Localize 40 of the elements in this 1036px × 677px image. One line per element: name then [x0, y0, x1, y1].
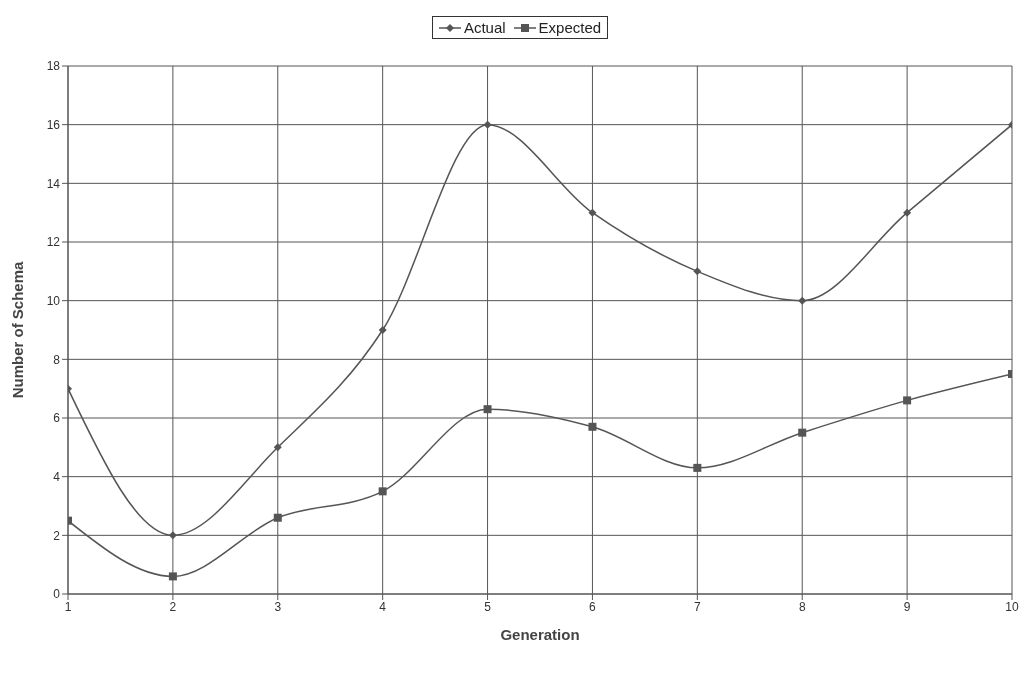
point	[798, 296, 807, 305]
point	[168, 531, 177, 540]
x-tick-label: 2	[169, 599, 177, 614]
point	[588, 422, 597, 431]
point	[903, 396, 912, 405]
y-tick-label: 4	[53, 469, 61, 484]
x-tick-label: 8	[798, 599, 806, 614]
point	[273, 513, 282, 522]
y-tick-label: 12	[46, 235, 61, 250]
x-tick-label: 10	[1005, 599, 1019, 614]
point	[378, 487, 387, 496]
x-tick-label: 1	[64, 599, 72, 614]
y-tick-label: 6	[53, 411, 61, 426]
point	[693, 267, 702, 276]
point	[168, 572, 177, 581]
y-tick-label: 18	[46, 59, 61, 74]
x-tick-label: 7	[693, 599, 701, 614]
point	[483, 120, 492, 129]
point	[378, 326, 387, 334]
y-tick-label: 16	[46, 117, 61, 132]
y-tick-label: 0	[53, 587, 61, 602]
x-axis-title: Generation	[500, 626, 580, 643]
point	[588, 208, 597, 217]
point	[273, 443, 282, 452]
x-tick-label: 5	[484, 599, 492, 614]
y-tick-label: 2	[53, 528, 61, 543]
point	[798, 428, 807, 437]
y-tick-label: 14	[46, 176, 61, 191]
legend-label: Actual	[462, 19, 506, 36]
y-tick-label: 8	[53, 352, 61, 367]
x-tick-label: 9	[903, 599, 911, 614]
point	[693, 463, 702, 472]
y-tick-label: 10	[46, 293, 61, 308]
point	[483, 405, 492, 414]
x-tick-label: 3	[274, 599, 282, 614]
point	[903, 208, 912, 217]
x-tick-label: 4	[379, 599, 387, 614]
x-tick-label: 6	[589, 599, 597, 614]
legend-label: Expected	[537, 19, 602, 36]
y-axis-title: Number of Schema	[9, 260, 27, 399]
